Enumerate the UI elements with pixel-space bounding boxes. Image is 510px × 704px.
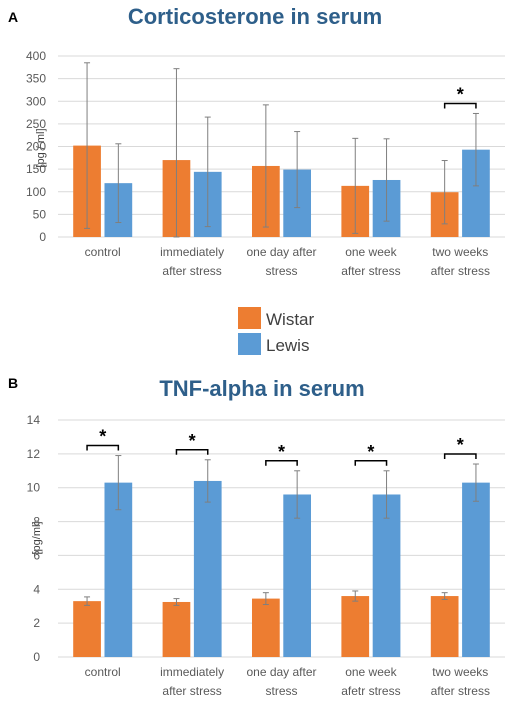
panel-b-bar-wistar-4 bbox=[430, 596, 459, 657]
panel-a-category-label-0-0: control bbox=[85, 245, 121, 259]
panel-b-significance-bracket-4 bbox=[443, 453, 477, 460]
panel-b-bar-wistar-2 bbox=[251, 598, 280, 657]
panel-a-category-label-2-1: stress bbox=[265, 264, 297, 278]
panel-b-category-label-4-1: after stress bbox=[431, 684, 490, 698]
panel-b-significance-bracket-0 bbox=[86, 444, 120, 451]
panel-a-y-axis-label: [pg / ml] bbox=[35, 128, 47, 167]
panel-b-significance-star-0: * bbox=[99, 427, 106, 447]
panel-b-errorbar-lewis-1 bbox=[204, 459, 211, 503]
panel-b-category-label-3-1: afetr stress bbox=[341, 684, 400, 698]
panel-a-y-tick-label-7: 350 bbox=[26, 72, 46, 86]
panel-b-significance-bracket-3 bbox=[354, 460, 388, 466]
panel-b-category-label-1-1: after stress bbox=[162, 684, 221, 698]
panel-a-significance-star-4: * bbox=[457, 84, 464, 104]
panel-a-category-label-4-1: after stress bbox=[431, 264, 490, 278]
panel-a-errorbar-lewis-0 bbox=[115, 143, 122, 224]
panel-a-errorbar-wistar-1 bbox=[173, 68, 180, 238]
panel-b-category-label-0-0: control bbox=[85, 665, 121, 679]
panel-a-errorbar-wistar-2 bbox=[262, 104, 269, 228]
panel-b-category-label-2-1: stress bbox=[265, 684, 297, 698]
panel-a-y-tick-label-8: 400 bbox=[26, 49, 46, 63]
panel-b-errorbar-wistar-4 bbox=[441, 592, 448, 600]
panel-b-category-label-3-0: one week bbox=[345, 665, 397, 679]
panel-b-significance-bracket-2 bbox=[265, 460, 298, 466]
panel-a-errorbar-wistar-0 bbox=[84, 62, 91, 229]
panel-b-significance-star-1: * bbox=[189, 431, 196, 451]
panel-b-errorbar-lewis-4 bbox=[472, 463, 479, 502]
panel-b-significance-star-2: * bbox=[278, 442, 285, 462]
panel-a-errorbar-lewis-3 bbox=[383, 138, 390, 222]
panel-a-errorbar-lewis-4 bbox=[472, 112, 479, 187]
panel-b-y-tick-label-6: 12 bbox=[27, 447, 41, 461]
panel-b-significance-bracket-1 bbox=[175, 449, 209, 455]
panel-b-letter: B bbox=[8, 375, 18, 391]
legend-swatch-wistar bbox=[238, 307, 261, 329]
panel-a-category-label-4-0: two weeks bbox=[432, 245, 488, 259]
panel-b-errorbar-lewis-2 bbox=[294, 470, 301, 519]
panel-b-y-tick-label-2: 4 bbox=[33, 582, 40, 596]
panel-a-y-tick-label-3: 150 bbox=[26, 162, 46, 176]
legend: Wistar Lewis bbox=[238, 307, 315, 355]
panel-b-y-tick-label-4: 8 bbox=[33, 515, 40, 529]
panel-a-category-label-3-0: one week bbox=[345, 245, 397, 259]
panel-a-y-tick-label-1: 50 bbox=[33, 207, 47, 221]
panel-a-errorbar-lewis-1 bbox=[204, 116, 211, 228]
panel-a-significance-bracket-4 bbox=[443, 102, 477, 109]
panel-b-category-label-2-0: one day after bbox=[246, 665, 316, 679]
panel-a-y-tick-label-5: 250 bbox=[26, 117, 46, 131]
panel-b-errorbar-wistar-2 bbox=[262, 592, 269, 606]
panel-b-y-tick-label-3: 6 bbox=[33, 548, 40, 562]
legend-swatch-lewis bbox=[238, 333, 261, 355]
panel-b-significance-star-4: * bbox=[457, 435, 464, 455]
panel-b-chart: B TNF-alpha in serum [pg/ml] 0 2 4 6 8 10 12 14… bbox=[8, 375, 505, 698]
panel-b-y-axis-label: [pg/ml] bbox=[31, 521, 43, 554]
panel-a-category-label-1-0: immediately bbox=[160, 245, 224, 259]
panel-b-y-tick-label-7: 14 bbox=[27, 413, 41, 427]
panel-a-y-tick-label-6: 300 bbox=[26, 94, 46, 108]
panel-a-y-tick-label-4: 200 bbox=[26, 140, 46, 154]
legend-label-wistar: Wistar bbox=[266, 310, 315, 329]
panel-b-errorbar-lewis-3 bbox=[383, 470, 390, 519]
legend-label-lewis: Lewis bbox=[266, 336, 309, 355]
panel-b-category-label-4-0: two weeks bbox=[432, 665, 488, 679]
panel-b-bar-lewis-3 bbox=[372, 494, 401, 657]
panel-b-errorbar-wistar-3 bbox=[352, 590, 359, 602]
panel-b-errorbar-wistar-1 bbox=[173, 598, 180, 606]
panel-b-significance-star-3: * bbox=[367, 442, 374, 462]
panel-b-title: TNF-alpha in serum bbox=[159, 376, 364, 401]
panel-b-y-tick-label-0: 0 bbox=[33, 650, 40, 664]
panel-b-category-label-1-0: immediately bbox=[160, 665, 224, 679]
panel-a-category-label-3-1: after stress bbox=[341, 264, 400, 278]
panel-a-errorbar-lewis-2 bbox=[294, 131, 301, 209]
panel-b-bar-lewis-1 bbox=[193, 480, 222, 657]
panel-b-bar-wistar-3 bbox=[341, 596, 370, 657]
panel-b-y-tick-label-1: 2 bbox=[33, 616, 40, 630]
panel-a-letter: A bbox=[8, 9, 18, 25]
panel-b-y-tick-label-5: 10 bbox=[27, 481, 41, 495]
panel-a-y-tick-label-0: 0 bbox=[39, 230, 46, 244]
panel-b-bar-wistar-0 bbox=[73, 601, 101, 657]
panel-b-bar-lewis-0 bbox=[104, 482, 133, 657]
panel-a-y-tick-label-2: 100 bbox=[26, 185, 46, 199]
panel-a-title: Corticosterone in serum bbox=[128, 4, 382, 29]
panel-a-errorbar-wistar-4 bbox=[441, 160, 448, 225]
panel-a-category-label-2-0: one day after bbox=[246, 245, 316, 259]
panel-b-errorbar-wistar-0 bbox=[84, 596, 91, 606]
panel-b-errorbar-lewis-0 bbox=[115, 455, 122, 511]
panel-b-bar-wistar-1 bbox=[162, 601, 191, 657]
panel-a-errorbar-wistar-3 bbox=[352, 137, 359, 234]
panel-a-category-label-1-1: after stress bbox=[162, 264, 221, 278]
panel-b-bar-lewis-2 bbox=[283, 494, 312, 657]
panel-b-bar-lewis-4 bbox=[462, 482, 490, 657]
panel-a-chart: A Corticosterone in serum [pg / ml] 0 50 1… bbox=[8, 4, 505, 278]
